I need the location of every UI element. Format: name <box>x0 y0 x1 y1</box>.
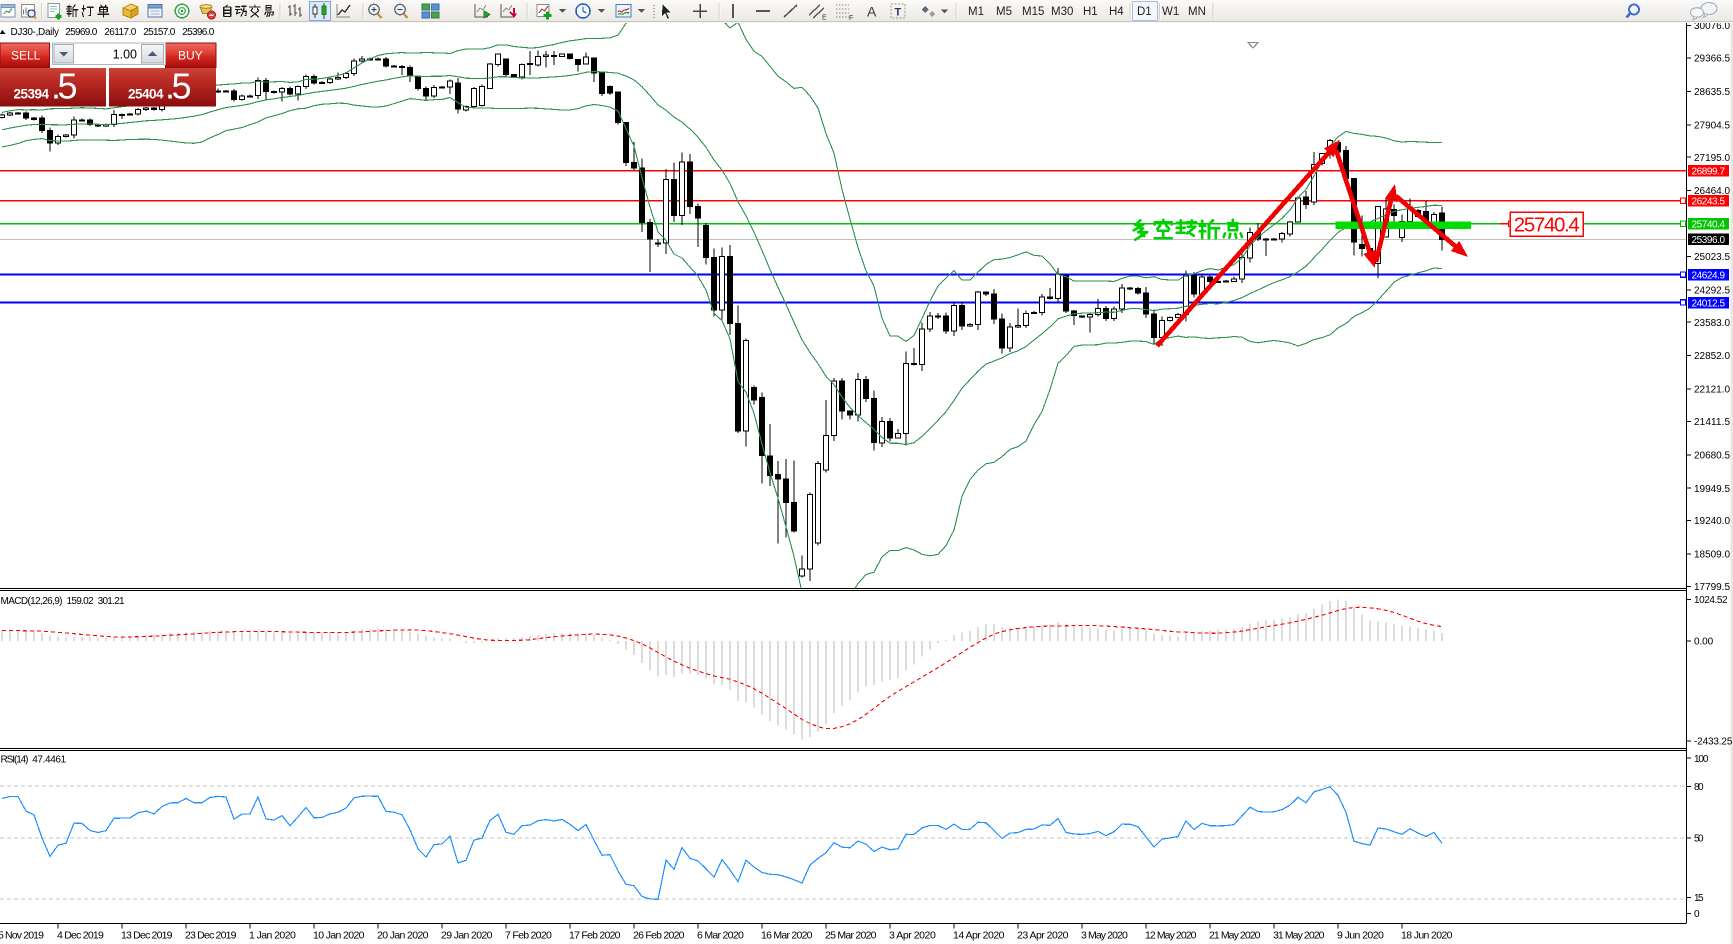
svg-text:A: A <box>867 4 877 20</box>
svg-text:23 Dec 2019: 23 Dec 2019 <box>185 930 237 942</box>
svg-text:50: 50 <box>1694 834 1704 845</box>
svg-text:25 Mar 2020: 25 Mar 2020 <box>825 930 877 942</box>
svg-text:25740.4: 25740.4 <box>1692 220 1726 231</box>
svg-text:23583.0: 23583.0 <box>1694 318 1730 329</box>
svg-text:E: E <box>822 15 827 22</box>
svg-text:BUY: BUY <box>178 49 203 63</box>
svg-text:W1: W1 <box>1162 6 1179 18</box>
svg-text:T: T <box>895 7 902 19</box>
svg-text:25023.5: 25023.5 <box>1694 252 1730 263</box>
svg-text:H4: H4 <box>1109 6 1124 18</box>
svg-text:.5: .5 <box>165 65 192 106</box>
svg-text:26117.0: 26117.0 <box>104 27 136 38</box>
svg-text:9 Jun 2020: 9 Jun 2020 <box>1337 930 1384 942</box>
svg-text:12 May 2020: 12 May 2020 <box>1145 930 1197 942</box>
svg-text:25404: 25404 <box>128 86 164 101</box>
svg-text:D1: D1 <box>1137 6 1152 18</box>
svg-text:.5: .5 <box>51 65 78 106</box>
svg-text:25394: 25394 <box>14 86 50 101</box>
svg-text:24012.5: 24012.5 <box>1692 298 1726 309</box>
svg-text:7 Feb 2020: 7 Feb 2020 <box>505 930 552 942</box>
svg-text:MACD(12,26,9): MACD(12,26,9) <box>1 596 63 607</box>
svg-text:100: 100 <box>1694 754 1709 765</box>
svg-text:27195.0: 27195.0 <box>1694 153 1730 164</box>
svg-text:29 Jan 2020: 29 Jan 2020 <box>441 930 493 942</box>
svg-text:19949.5: 19949.5 <box>1694 484 1730 495</box>
svg-text:25157.0: 25157.0 <box>143 27 175 38</box>
svg-text:DJ30-,Daily: DJ30-,Daily <box>11 27 60 38</box>
svg-text:M15: M15 <box>1022 6 1044 18</box>
svg-text:0: 0 <box>1694 909 1700 920</box>
svg-text:-2433.25: -2433.25 <box>1694 737 1733 748</box>
svg-text:10 Jan 2020: 10 Jan 2020 <box>313 930 365 942</box>
svg-text:20680.5: 20680.5 <box>1694 450 1730 461</box>
svg-text:M5: M5 <box>996 6 1012 18</box>
svg-text:13 Dec 2019: 13 Dec 2019 <box>121 930 173 942</box>
svg-text:16 Mar 2020: 16 Mar 2020 <box>761 930 813 942</box>
svg-text:22121.0: 22121.0 <box>1694 385 1730 396</box>
svg-text:22852.0: 22852.0 <box>1694 351 1730 362</box>
svg-text:31 May 2020: 31 May 2020 <box>1273 930 1325 942</box>
svg-text:3 Apr 2020: 3 Apr 2020 <box>889 930 936 942</box>
svg-text:M30: M30 <box>1051 6 1073 18</box>
svg-text:1.00: 1.00 <box>113 48 137 62</box>
svg-text:24624.9: 24624.9 <box>1692 270 1726 281</box>
svg-text:MN: MN <box>1188 6 1206 18</box>
svg-text:20 Jan 2020: 20 Jan 2020 <box>377 930 429 942</box>
svg-text:0.00: 0.00 <box>1694 637 1714 648</box>
svg-text:6 Mar 2020: 6 Mar 2020 <box>697 930 744 942</box>
svg-text:15: 15 <box>1694 893 1704 904</box>
svg-text:24292.5: 24292.5 <box>1694 285 1730 296</box>
svg-text:21 May 2020: 21 May 2020 <box>1209 930 1261 942</box>
svg-text:29366.5: 29366.5 <box>1694 54 1730 65</box>
svg-text:M1: M1 <box>968 6 984 18</box>
svg-text:26 Feb 2020: 26 Feb 2020 <box>633 930 685 942</box>
svg-text:159.02: 159.02 <box>67 596 94 607</box>
svg-text:21411.5: 21411.5 <box>1694 417 1730 428</box>
svg-text:H1: H1 <box>1083 6 1098 18</box>
svg-text:25396.0: 25396.0 <box>182 27 214 38</box>
svg-text:17799.5: 17799.5 <box>1694 582 1730 593</box>
svg-text:25 Nov 2019: 25 Nov 2019 <box>0 930 44 942</box>
svg-text:14 Apr 2020: 14 Apr 2020 <box>953 930 1005 942</box>
svg-text:25969.0: 25969.0 <box>65 27 97 38</box>
svg-text:19240.0: 19240.0 <box>1694 516 1730 527</box>
svg-text:17 Feb 2020: 17 Feb 2020 <box>569 930 621 942</box>
svg-text:47.4461: 47.4461 <box>32 755 66 766</box>
svg-text:26899.7: 26899.7 <box>1692 167 1726 178</box>
svg-text:25740.4: 25740.4 <box>1514 214 1580 237</box>
svg-text:26464.0: 26464.0 <box>1694 186 1730 197</box>
svg-text:4 Dec 2019: 4 Dec 2019 <box>57 930 104 942</box>
svg-text:25396.0: 25396.0 <box>1692 235 1726 246</box>
svg-text:SELL: SELL <box>11 49 41 63</box>
svg-text:80: 80 <box>1694 782 1704 793</box>
svg-text:26243.5: 26243.5 <box>1692 197 1726 208</box>
svg-text:28635.5: 28635.5 <box>1694 87 1730 98</box>
svg-text:301.21: 301.21 <box>98 596 125 607</box>
svg-text:3 May 2020: 3 May 2020 <box>1081 930 1128 942</box>
svg-text:30076.0: 30076.0 <box>1694 21 1730 32</box>
svg-text:18509.0: 18509.0 <box>1694 550 1730 561</box>
svg-text:1024.52: 1024.52 <box>1694 595 1728 606</box>
svg-text:RSI(14): RSI(14) <box>1 755 29 766</box>
svg-text:F: F <box>849 15 853 22</box>
svg-text:1 Jan 2020: 1 Jan 2020 <box>249 930 296 942</box>
svg-text:18 Jun 2020: 18 Jun 2020 <box>1401 930 1453 942</box>
svg-text:27904.5: 27904.5 <box>1694 120 1730 131</box>
svg-text:23 Apr 2020: 23 Apr 2020 <box>1017 930 1069 942</box>
